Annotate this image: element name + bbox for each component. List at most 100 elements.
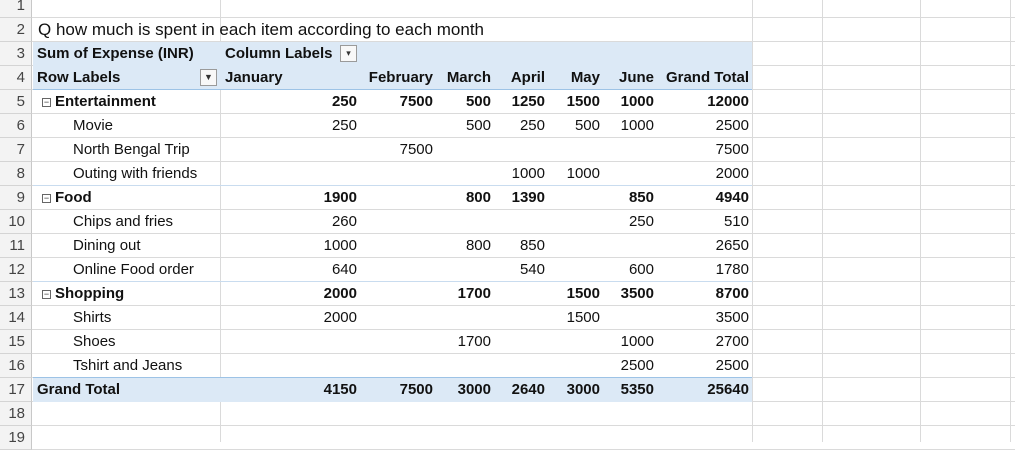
filter-icon[interactable]: ▼ [200, 69, 217, 86]
value-cell[interactable]: 2640 [511, 381, 545, 398]
value-cell[interactable]: 5350 [620, 381, 654, 398]
row-header[interactable]: 8 [0, 162, 32, 186]
sheet-row[interactable] [32, 0, 1015, 18]
item-label[interactable]: Shirts [73, 309, 112, 326]
value-cell[interactable]: 2700 [715, 333, 749, 350]
value-cell[interactable]: 2500 [715, 117, 749, 134]
value-cell[interactable]: 3500 [620, 285, 654, 302]
column-header-june[interactable]: June [618, 69, 654, 86]
row-header[interactable]: 6 [0, 114, 32, 138]
value-cell[interactable]: 1900 [323, 189, 357, 206]
value-cell[interactable]: 1250 [511, 93, 545, 110]
value-cell[interactable]: 1000 [511, 165, 545, 182]
row-header[interactable]: 12 [0, 258, 32, 282]
minus-box-icon[interactable]: − [42, 289, 51, 299]
group-label[interactable]: Food [55, 189, 92, 206]
row-header[interactable]: 13 [0, 282, 32, 306]
sheet-row[interactable] [32, 114, 1015, 138]
value-cell[interactable]: 1000 [620, 117, 654, 134]
value-cell[interactable]: 1000 [323, 237, 357, 254]
row-header[interactable]: 9 [0, 186, 32, 210]
row-header[interactable]: 3 [0, 42, 32, 66]
value-cell[interactable]: 510 [723, 213, 749, 230]
sheet-row[interactable] [32, 186, 1015, 210]
row-header[interactable]: 11 [0, 234, 32, 258]
column-header-march[interactable]: March [446, 69, 491, 86]
row-header[interactable]: 18 [0, 402, 32, 426]
sheet-row[interactable] [32, 210, 1015, 234]
value-cell[interactable]: 500 [465, 93, 491, 110]
value-cell[interactable]: 2000 [323, 285, 357, 302]
column-header-april[interactable]: April [510, 69, 545, 86]
row-header[interactable]: 19 [0, 426, 32, 450]
grand-total-label[interactable]: Grand Total [37, 381, 121, 398]
row-header[interactable]: 17 [0, 378, 32, 402]
value-cell[interactable]: 2500 [620, 357, 654, 374]
value-cell[interactable]: 250 [519, 117, 545, 134]
item-label[interactable]: North Bengal Trip [73, 141, 190, 158]
sheet-row[interactable] [32, 426, 1015, 450]
value-cell[interactable]: 2000 [715, 165, 749, 182]
sheet-row[interactable] [32, 330, 1015, 354]
value-cell[interactable]: 800 [465, 237, 491, 254]
value-cell[interactable]: 7500 [399, 381, 433, 398]
column-header-january[interactable]: January [225, 69, 283, 86]
value-cell[interactable]: 2000 [323, 309, 357, 326]
value-cell[interactable]: 12000 [707, 93, 749, 110]
minus-box-icon[interactable]: − [42, 97, 51, 107]
value-cell[interactable]: 850 [628, 189, 654, 206]
column-header-may[interactable]: May [570, 69, 600, 86]
item-label[interactable]: Online Food order [73, 261, 194, 278]
value-cell[interactable]: 3000 [566, 381, 600, 398]
value-cell[interactable]: 1000 [620, 333, 654, 350]
group-label[interactable]: Entertainment [55, 93, 156, 110]
value-cell[interactable]: 2500 [715, 357, 749, 374]
item-label[interactable]: Dining out [73, 237, 141, 254]
sheet-row[interactable] [32, 402, 1015, 426]
value-cell[interactable]: 1500 [566, 93, 600, 110]
sheet-row[interactable] [32, 18, 1015, 42]
column-labels-header[interactable]: Column Labels [225, 45, 333, 62]
value-cell[interactable]: 4150 [323, 381, 357, 398]
value-cell[interactable]: 500 [465, 117, 491, 134]
row-labels-header[interactable]: Row Labels [37, 69, 121, 86]
column-header-grand-total[interactable]: Grand Total [665, 69, 749, 86]
value-field-label[interactable]: Sum of Expense (INR) [37, 45, 194, 62]
value-cell[interactable]: 2650 [715, 237, 749, 254]
row-header[interactable]: 1 [0, 0, 32, 18]
item-label[interactable]: Tshirt and Jeans [73, 357, 183, 374]
minus-box-icon[interactable]: − [42, 193, 51, 203]
value-cell[interactable]: 540 [519, 261, 545, 278]
chevron-down-icon[interactable]: ▾ [340, 45, 357, 62]
item-label[interactable]: Outing with friends [73, 165, 198, 182]
value-cell[interactable]: 3000 [457, 381, 491, 398]
row-header[interactable]: 4 [0, 66, 32, 90]
sheet-row[interactable] [32, 234, 1015, 258]
column-header-february[interactable]: February [368, 69, 433, 86]
sheet-row[interactable] [32, 138, 1015, 162]
sheet-row[interactable] [32, 306, 1015, 330]
row-header[interactable]: 7 [0, 138, 32, 162]
value-cell[interactable]: 850 [519, 237, 545, 254]
row-header[interactable]: 2 [0, 18, 32, 42]
item-label[interactable]: Chips and fries [73, 213, 174, 230]
value-cell[interactable]: 250 [331, 117, 357, 134]
sheet-row[interactable] [32, 90, 1015, 114]
value-cell[interactable]: 500 [574, 117, 600, 134]
value-cell[interactable]: 640 [331, 261, 357, 278]
value-cell[interactable]: 3500 [715, 309, 749, 326]
value-cell[interactable]: 4940 [715, 189, 749, 206]
value-cell[interactable]: 250 [331, 93, 357, 110]
group-label[interactable]: Shopping [55, 285, 125, 302]
value-cell[interactable]: 1000 [566, 165, 600, 182]
value-cell[interactable]: 7500 [399, 141, 433, 158]
row-header[interactable]: 16 [0, 354, 32, 378]
row-header[interactable]: 14 [0, 306, 32, 330]
value-cell[interactable]: 1500 [566, 309, 600, 326]
value-cell[interactable]: 7500 [715, 141, 749, 158]
value-cell[interactable]: 7500 [399, 93, 433, 110]
value-cell[interactable]: 260 [331, 213, 357, 230]
value-cell[interactable]: 1700 [457, 333, 491, 350]
item-label[interactable]: Shoes [73, 333, 116, 350]
